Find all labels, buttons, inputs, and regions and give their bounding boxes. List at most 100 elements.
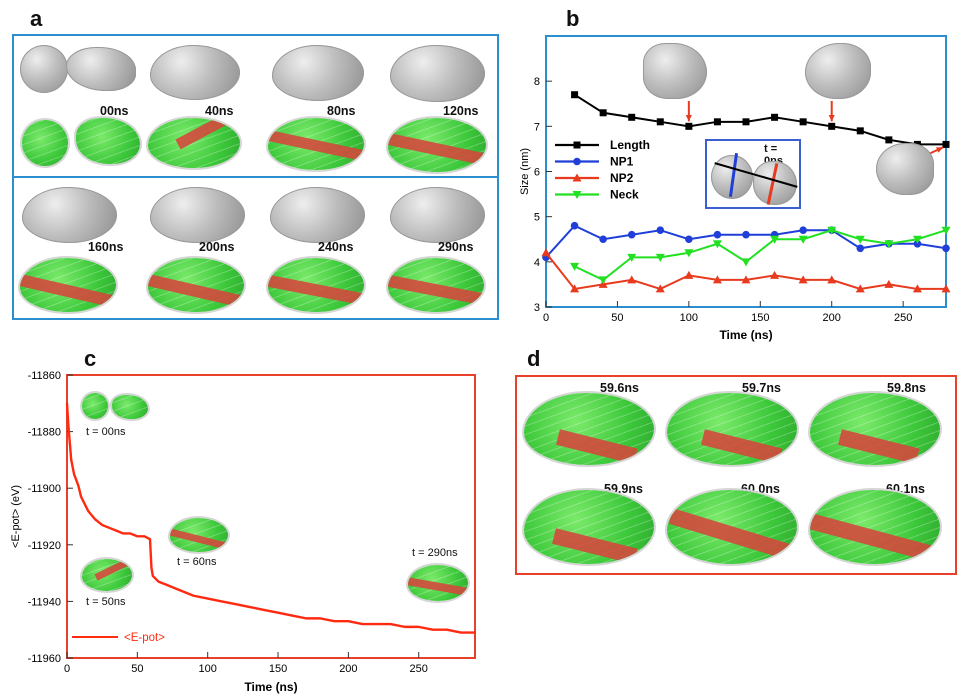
y-tick-label: -11880 (28, 427, 61, 439)
data-point-epot (263, 608, 265, 611)
nanoparticle-atoms (76, 118, 140, 164)
series-line-length (574, 93, 946, 146)
data-point-length (742, 118, 750, 126)
y-axis-label: <E-pot> (eV) (10, 485, 22, 548)
nanoparticle-atoms (388, 118, 486, 172)
data-point-np2 (684, 270, 694, 279)
nanoparticle-atoms (268, 118, 364, 170)
data-point-length (599, 109, 607, 117)
y-tick-label: 5 (534, 212, 540, 224)
data-point-np1 (713, 230, 722, 239)
x-tick-label: 0 (543, 312, 549, 324)
data-point-np1 (570, 221, 579, 230)
nanoparticle-gray (390, 45, 485, 102)
time-label: 80ns (327, 104, 356, 118)
stacking-fault-band (175, 118, 240, 150)
data-point-length (571, 91, 579, 99)
data-point-epot (87, 509, 90, 512)
snapshot-arrow-head (828, 115, 835, 122)
data-point-np2 (541, 248, 551, 257)
snapshot-label: t = 60ns (177, 556, 217, 568)
nanoparticle-atoms (524, 393, 654, 465)
data-point-np2 (798, 275, 808, 284)
data-point-epot (305, 617, 308, 620)
data-point-length (685, 122, 693, 130)
stacking-fault-band (268, 129, 364, 164)
data-point-epot (206, 597, 209, 600)
x-tick-label: 150 (269, 663, 287, 675)
panel-d-frame (515, 375, 957, 575)
data-point-np2 (912, 284, 922, 293)
time-label: 240ns (318, 240, 354, 254)
x-tick-label: 150 (751, 312, 769, 324)
data-point-neck (884, 240, 894, 249)
data-point-epot (143, 535, 146, 538)
panel-a-label: a (30, 6, 43, 31)
panel-a-divider (12, 176, 499, 178)
data-point-epot (319, 617, 322, 620)
data-point-np2 (741, 275, 751, 284)
stacking-fault-band (388, 274, 484, 308)
data-point-epot (80, 495, 82, 498)
data-point-epot (73, 473, 75, 475)
data-point-epot (66, 402, 68, 405)
time-label: 290ns (438, 240, 474, 254)
y-tick-label: -11920 (28, 540, 61, 552)
y-tick-label: 8 (534, 76, 540, 88)
panel-c-label: c (84, 346, 97, 371)
y-tick-label: 3 (534, 302, 540, 314)
data-point-np2 (884, 279, 894, 288)
snapshot-label: t = 00ns (86, 426, 126, 438)
data-point-neck (598, 276, 608, 285)
data-point-length (656, 118, 664, 126)
y-tick-label: -11860 (28, 370, 61, 382)
legend-marker-length (573, 141, 581, 149)
data-point-epot (164, 583, 167, 586)
nanoparticle-atoms (810, 393, 940, 465)
data-point-length (856, 127, 864, 135)
data-point-epot (361, 623, 364, 625)
legend-label-np2: NP2 (610, 171, 634, 185)
data-point-epot (178, 589, 181, 591)
time-label: 59.7ns (742, 381, 781, 395)
stacking-fault-band (268, 274, 364, 308)
nanoparticle-gray (150, 45, 240, 100)
nanoparticle-atoms (170, 518, 228, 552)
data-point-neck (941, 226, 951, 235)
snapshot-label: t = 290ns (412, 547, 458, 559)
data-point-np1 (827, 226, 836, 235)
data-point-neck (770, 235, 780, 244)
legend-marker-np2 (572, 173, 582, 182)
nanoparticle-atoms (810, 490, 940, 564)
time-label: 160ns (88, 240, 124, 254)
time-label: 120ns (443, 104, 479, 118)
data-point-epot (68, 442, 71, 444)
data-point-np2 (770, 270, 780, 279)
stacking-fault-band (388, 132, 486, 168)
stacking-fault-band (556, 429, 638, 464)
data-point-np1 (799, 226, 807, 235)
data-point-np1 (627, 230, 636, 239)
data-point-epot (333, 620, 336, 623)
stacking-fault-band (148, 273, 244, 311)
nanoparticle-gray (66, 47, 136, 91)
x-tick-label: 50 (611, 312, 623, 324)
stacking-fault-band (94, 559, 132, 581)
data-point-neck (912, 235, 922, 244)
data-point-np1 (542, 253, 550, 262)
nanoparticle-atoms (112, 395, 148, 419)
time-label: 59.6ns (600, 381, 639, 395)
data-point-epot (157, 580, 160, 583)
data-point-np2 (655, 284, 665, 293)
series-line-np1 (545, 224, 947, 258)
y-tick-label: -11900 (28, 483, 61, 495)
nanoparticle-atoms (148, 118, 240, 168)
nanoparticle-atoms (20, 258, 116, 312)
data-point-epot (248, 606, 251, 608)
data-point-epot (77, 484, 80, 487)
nanoparticle-atoms (667, 490, 797, 564)
legend-marker-np1 (573, 157, 581, 166)
data-point-np2 (827, 275, 837, 284)
data-point-epot (192, 594, 195, 597)
stacking-fault-band (668, 508, 797, 564)
